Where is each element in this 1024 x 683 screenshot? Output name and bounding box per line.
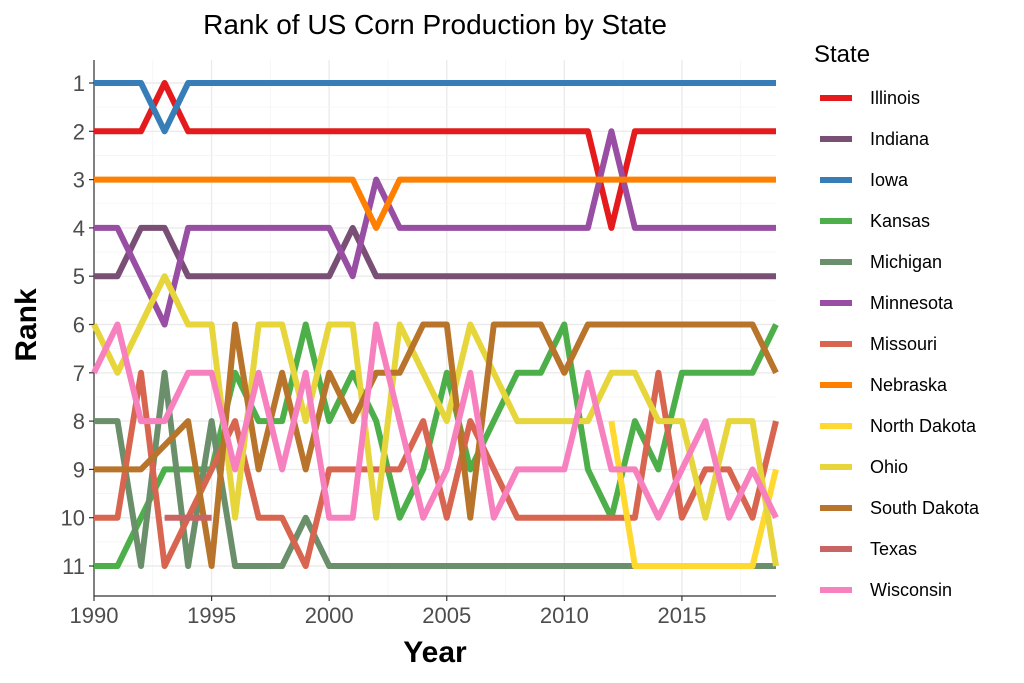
- legend-label-michigan: Michigan: [870, 252, 942, 272]
- y-tick-label: 5: [73, 264, 85, 289]
- legend-label-iowa: Iowa: [870, 170, 909, 190]
- legend-label-texas: Texas: [870, 539, 917, 559]
- legend-label-nebraska: Nebraska: [870, 375, 948, 395]
- y-tick-label: 3: [73, 168, 85, 193]
- legend-label-ohio: Ohio: [870, 457, 908, 477]
- y-tick-label: 6: [73, 313, 85, 338]
- chart-title: Rank of US Corn Production by State: [203, 9, 667, 40]
- series-line-north-dakota: [608, 420, 779, 569]
- y-tick-label: 10: [61, 506, 85, 531]
- series-line-missouri: [94, 369, 779, 569]
- y-axis-title: Rank: [10, 288, 43, 362]
- series-line-kansas: [94, 321, 779, 569]
- series-line-south-dakota: [94, 321, 779, 569]
- x-tick-label: 1995: [187, 603, 236, 628]
- y-tick-label: 9: [73, 457, 85, 482]
- y-tick-label: 2: [73, 119, 85, 144]
- legend-label-north-dakota: North Dakota: [870, 416, 977, 436]
- series-line-minnesota: [94, 128, 776, 328]
- legend-label-indiana: Indiana: [870, 129, 930, 149]
- legend-title: State: [814, 41, 870, 68]
- x-tick-label: 2005: [422, 603, 471, 628]
- series-lines: [91, 80, 779, 569]
- legend: Illinois Indiana Iowa Kansas Michigan Minneso…: [820, 88, 980, 600]
- x-tick-label: 2015: [657, 603, 706, 628]
- legend-label-wisconsin: Wisconsin: [870, 580, 952, 600]
- y-tick-label: 4: [73, 216, 85, 241]
- legend-label-illinois: Illinois: [870, 88, 920, 108]
- y-tick-label: 8: [73, 409, 85, 434]
- legend-label-kansas: Kansas: [870, 211, 930, 231]
- axis-ticks: 1990 1995 2000 2005 2010 2015 1 2 3 4 5 6 7 8 9 10 11: [61, 71, 707, 628]
- x-axis-title: Year: [403, 636, 467, 669]
- legend-label-minnesota: Minnesota: [870, 293, 954, 313]
- x-tick-label: 1990: [70, 603, 119, 628]
- x-tick-label: 2010: [540, 603, 589, 628]
- legend-label-south-dakota: South Dakota: [870, 498, 980, 518]
- series-line-indiana: [94, 224, 776, 280]
- y-tick-label: 1: [73, 71, 85, 96]
- series-line-iowa: [94, 80, 776, 135]
- series-line-ohio: [91, 273, 779, 567]
- series-line-illinois: [94, 80, 776, 231]
- y-tick-label: 11: [62, 554, 85, 579]
- legend-label-missouri: Missouri: [870, 334, 937, 354]
- series-line-nebraska: [94, 176, 776, 231]
- y-tick-label: 7: [73, 361, 85, 386]
- series-line-wisconsin: [91, 321, 779, 521]
- x-tick-label: 2000: [305, 603, 354, 628]
